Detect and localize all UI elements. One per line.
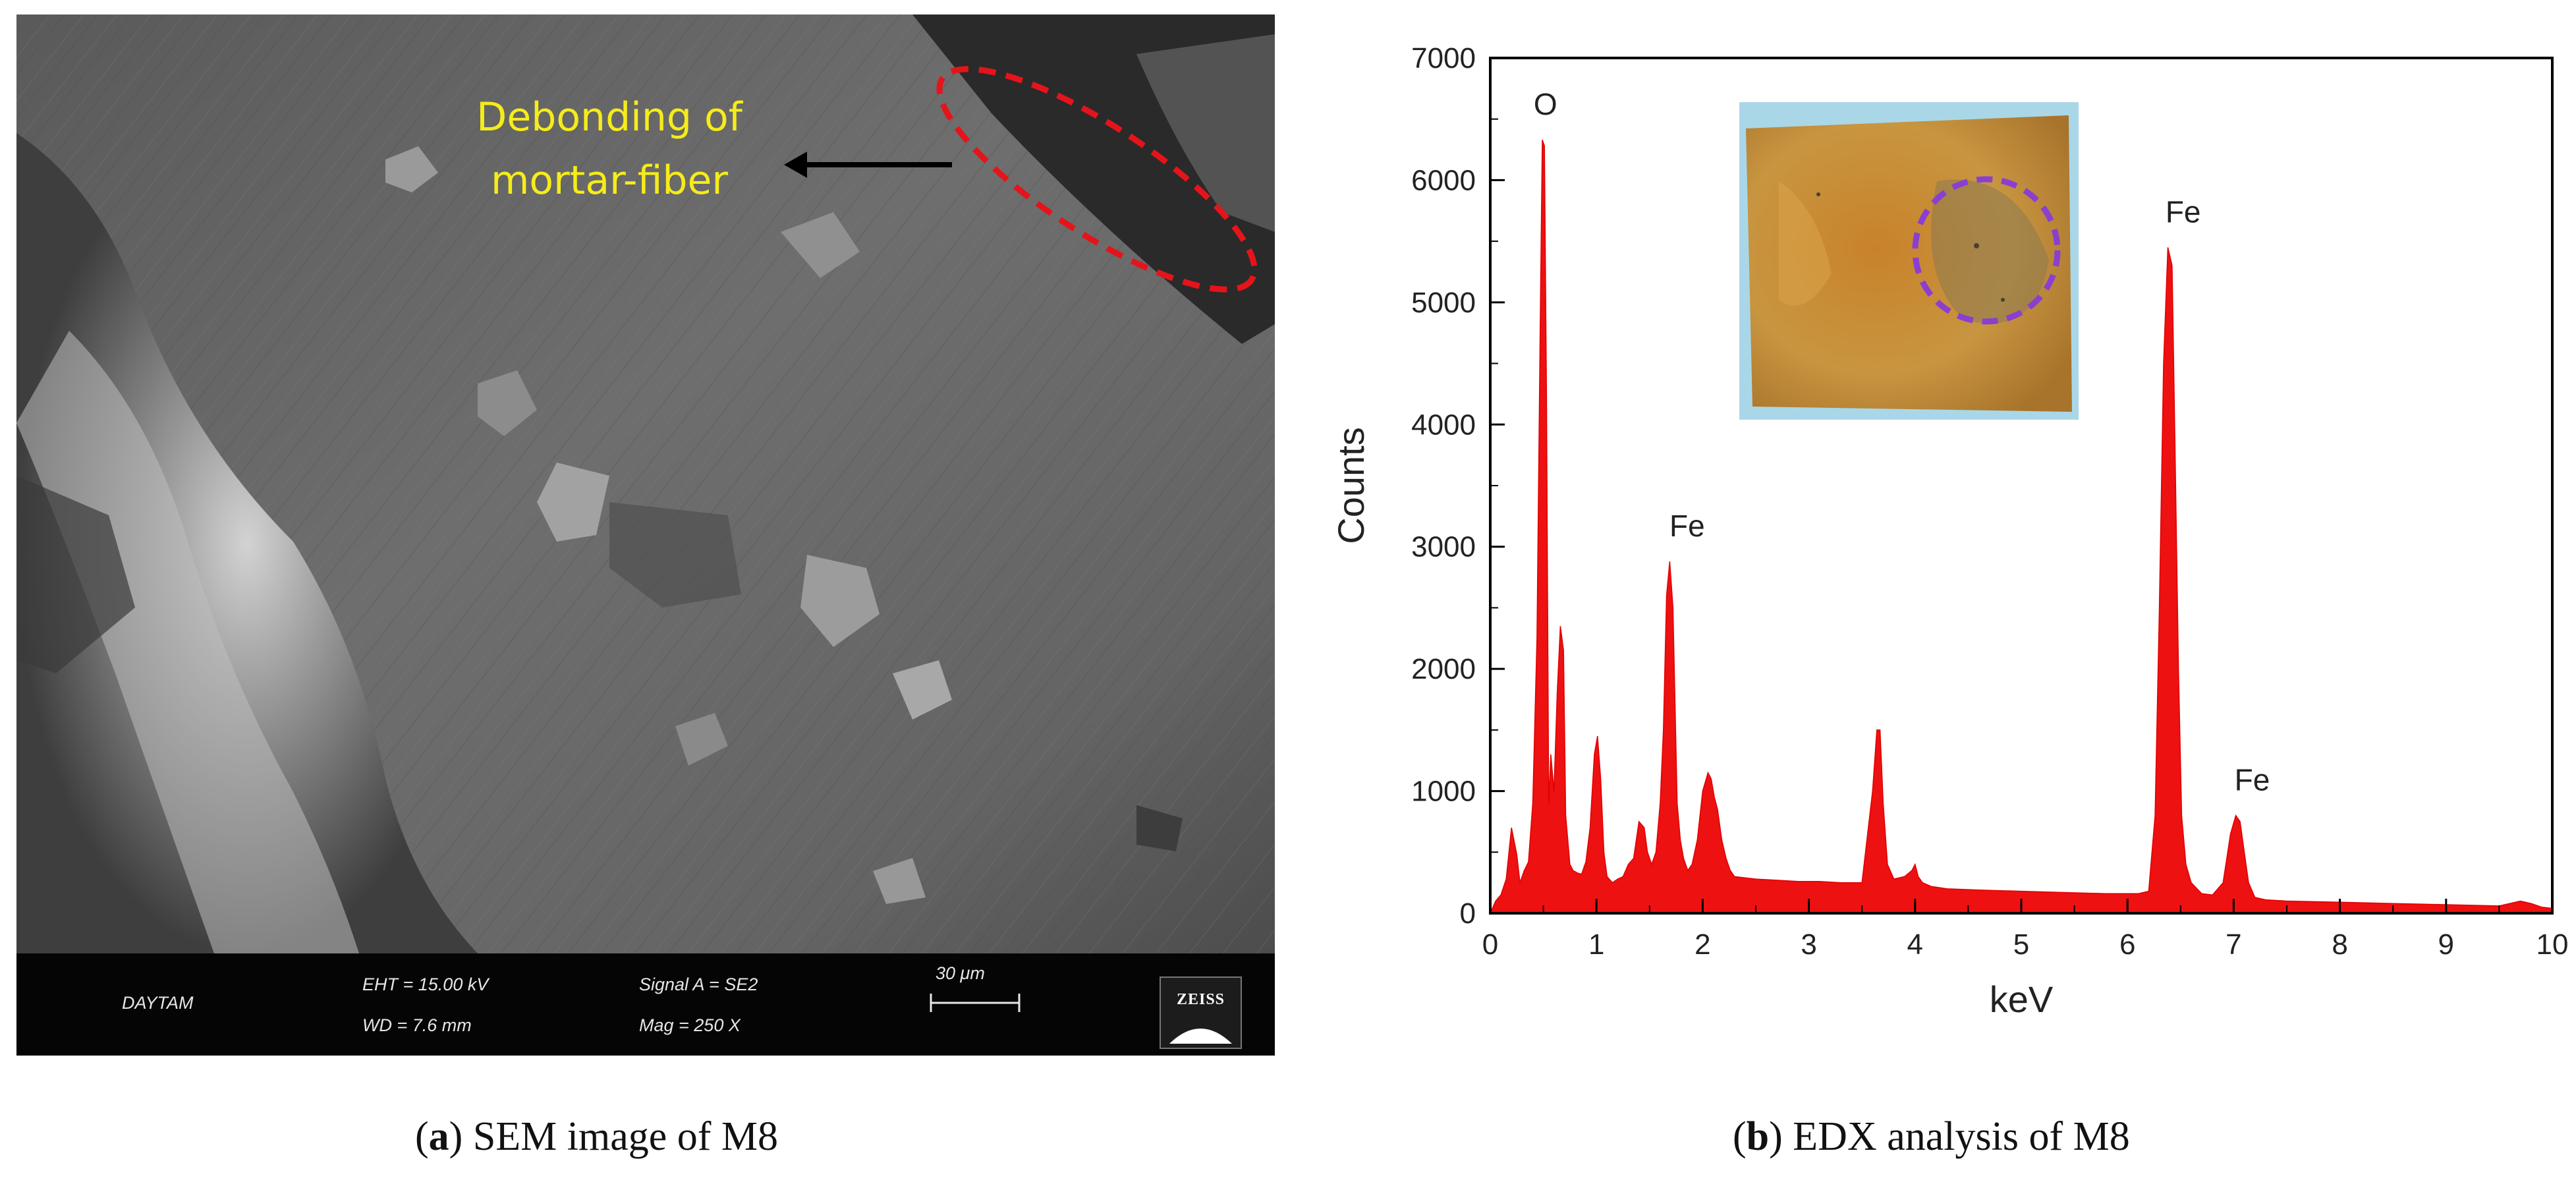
x-tick-label: 7 xyxy=(2226,928,2241,961)
lab-name: DAYTAM xyxy=(122,993,194,1013)
edx-spectrum-area xyxy=(1489,139,2553,914)
peak-label-fe: Fe xyxy=(1669,509,1705,543)
arrowhead-icon xyxy=(784,152,807,178)
y-tick-label: 0 xyxy=(1460,897,1476,930)
edx-chart: 0 1 2 3 4 5 6 7 8 9 10 0 1000 2000 3000 4000 5000 6000 700… xyxy=(1330,42,2569,1020)
y-tick-label: 7000 xyxy=(1411,42,1476,74)
annotation-line-2: mortar-fiber xyxy=(490,157,729,204)
x-tick-label: 6 xyxy=(2119,928,2135,961)
debonding-ellipse xyxy=(936,66,1258,293)
y-tick-label: 3000 xyxy=(1411,531,1476,563)
sampling-area-circle xyxy=(1912,176,2061,325)
x-tick-label: 0 xyxy=(1482,928,1498,961)
sem-image-panel: Debonding of mortar-fiber DAYTAM EHT = 1… xyxy=(16,14,1275,1056)
y-tick-label: 4000 xyxy=(1411,409,1476,441)
peak-label-o: O xyxy=(1534,87,1557,121)
annotation-overlay xyxy=(784,66,1258,293)
y-tick-label: 5000 xyxy=(1411,287,1476,319)
y-tick-label: 6000 xyxy=(1411,164,1476,196)
peak-label-fe: Fe xyxy=(2166,194,2201,229)
signal-value: Signal A = SE2 xyxy=(639,975,758,994)
mag-value: Mag = 250 X xyxy=(639,1015,741,1035)
x-tick-label: 1 xyxy=(1588,928,1604,961)
annotation-line-1: Debonding of xyxy=(476,94,742,140)
scale-bar-label: 30 μm xyxy=(936,963,985,983)
caption-b: (b) EDX analysis of M8 xyxy=(1733,1114,2130,1159)
peak-label-fe: Fe xyxy=(2235,763,2270,797)
sem-info-bar: DAYTAM EHT = 15.00 kV WD = 7.6 mm Signal… xyxy=(16,953,1275,1056)
x-tick-label: 3 xyxy=(1801,928,1816,961)
edx-sample-photo xyxy=(1739,102,2079,420)
x-tick-label: 2 xyxy=(1694,928,1710,961)
y-axis-label: Counts xyxy=(1330,427,1372,544)
scale-bar xyxy=(930,994,1021,1012)
x-tick-label: 5 xyxy=(2013,928,2029,961)
y-tick-label: 2000 xyxy=(1411,653,1476,685)
x-tick-label: 8 xyxy=(2332,928,2347,961)
eht-value: EHT = 15.00 kV xyxy=(362,975,489,994)
x-tick-label: 9 xyxy=(2438,928,2454,961)
zeiss-logo: ZEISS xyxy=(1160,976,1242,1049)
debonding-annotation: Debonding of mortar-fiber xyxy=(432,86,787,212)
x-axis-label: keV xyxy=(1990,978,2054,1020)
y-tick-label: 1000 xyxy=(1411,776,1476,808)
sem-micrograph xyxy=(16,14,1275,953)
x-tick-label: 4 xyxy=(1907,928,1923,961)
caption-a: (a) SEM image of M8 xyxy=(415,1114,779,1159)
wd-value: WD = 7.6 mm xyxy=(362,1015,472,1035)
x-tick-label: 10 xyxy=(2536,928,2569,961)
